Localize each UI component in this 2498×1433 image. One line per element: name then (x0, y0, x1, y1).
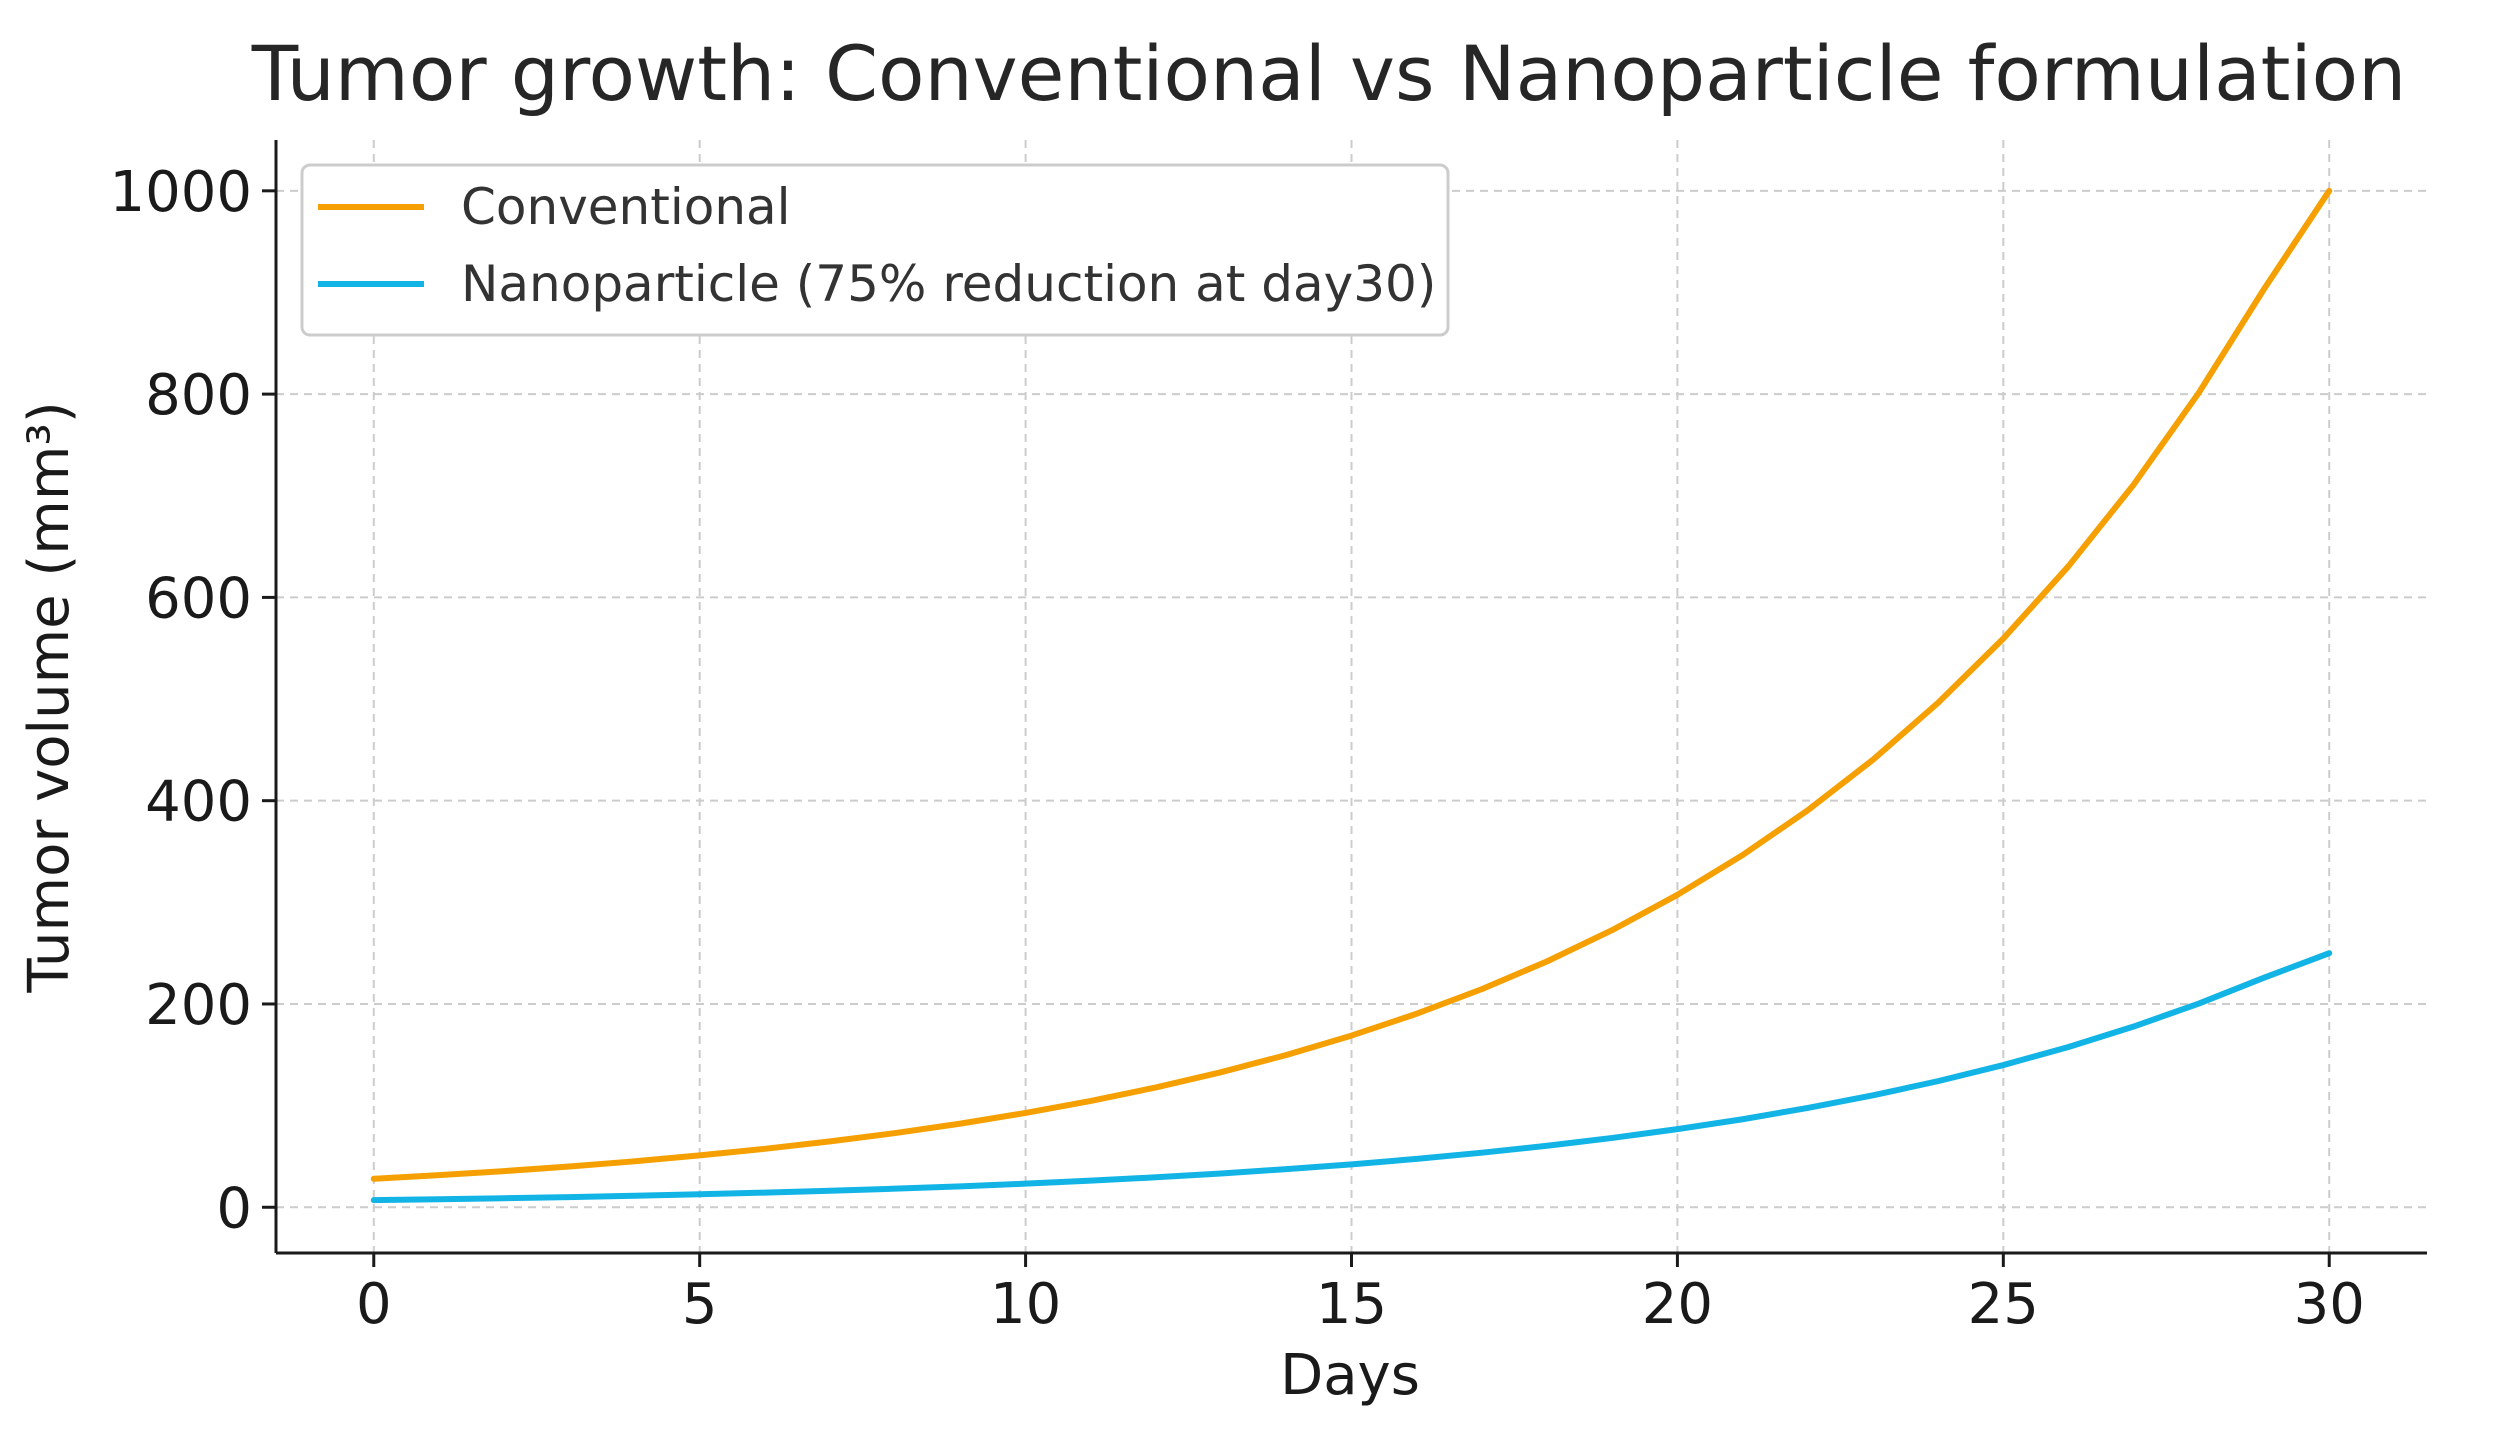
x-tick-label: 15 (1316, 1272, 1387, 1337)
x-tick-label: 5 (682, 1272, 718, 1337)
series-line-conventional (370, 187, 2333, 1182)
chart-title: Tumor growth: Conventional vs Nanopartic… (251, 29, 2407, 118)
x-tick-label: 30 (2294, 1272, 2365, 1337)
y-tick-label: 1000 (109, 160, 252, 225)
series-layer (370, 187, 2333, 1204)
y-axis-label: Tumor volume (mm³) (17, 401, 82, 993)
y-tick-label: 200 (145, 973, 252, 1038)
x-axis-label: Days (1280, 1343, 1420, 1408)
tick-labels: 0 5 10 15 20 25 30 0 200 400 600 800 1000 (109, 160, 2364, 1337)
y-tick-label: 400 (145, 770, 252, 835)
x-tick-label: 0 (356, 1272, 392, 1337)
legend-label-conventional: Conventional (461, 178, 791, 236)
x-tick-label: 10 (990, 1272, 1061, 1337)
series-line-nanoparticle (370, 950, 2333, 1204)
y-tick-label: 800 (145, 363, 252, 428)
x-tick-label: 25 (1968, 1272, 2039, 1337)
legend: Conventional Nanoparticle (75% reduction… (300, 163, 1450, 337)
legend-label-nanoparticle: Nanoparticle (75% reduction at day30) (461, 255, 1436, 313)
y-tick-label: 0 (216, 1176, 252, 1241)
axes (262, 140, 2427, 1267)
x-tick-label: 20 (1642, 1272, 1713, 1337)
legend-frame (300, 163, 1450, 337)
y-tick-label: 600 (145, 566, 252, 631)
